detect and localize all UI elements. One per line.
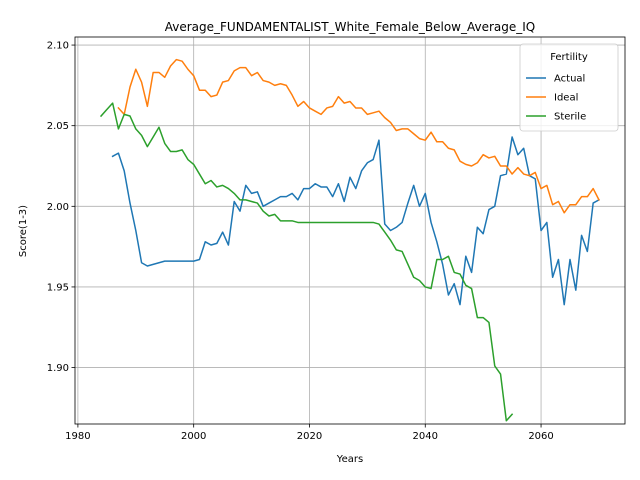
series-lines xyxy=(99,58,600,422)
x-tick-label: 2020 xyxy=(297,431,322,442)
legend-label-actual: Actual xyxy=(554,74,585,85)
legend-box xyxy=(519,43,619,132)
series-line-ideal xyxy=(117,58,600,214)
legend-label-sterile: Sterile xyxy=(554,112,586,123)
y-tick-label: 2.05 xyxy=(47,121,69,132)
x-tick-label: 2040 xyxy=(413,431,438,442)
chart-title: Average_FUNDAMENTALIST_White_Female_Belo… xyxy=(165,20,536,34)
series-line-sterile xyxy=(99,102,514,422)
plot-frame xyxy=(74,36,626,425)
legend-label-ideal: Ideal xyxy=(554,93,578,104)
legend: Fertility Actual Ideal Sterile xyxy=(519,43,619,132)
x-tick-label: 2000 xyxy=(181,431,206,442)
series-line-actual xyxy=(111,136,600,306)
y-tick-label: 1.90 xyxy=(47,363,69,374)
x-tick-label: 1980 xyxy=(65,431,90,442)
legend-items: Actual Ideal Sterile xyxy=(526,74,586,123)
legend-title: Fertility xyxy=(550,52,588,63)
axis-ticks: 1980 2000 2020 2040 2060 1.90 1.95 2.00 2.05 2.10 xyxy=(47,41,554,442)
y-axis-label: Score(1-3) xyxy=(18,205,29,257)
x-tick-label: 2060 xyxy=(528,431,553,442)
x-axis-label: Years xyxy=(336,454,363,465)
y-tick-label: 2.10 xyxy=(47,41,69,52)
y-tick-label: 2.00 xyxy=(47,202,69,213)
y-tick-label: 1.95 xyxy=(47,282,69,293)
